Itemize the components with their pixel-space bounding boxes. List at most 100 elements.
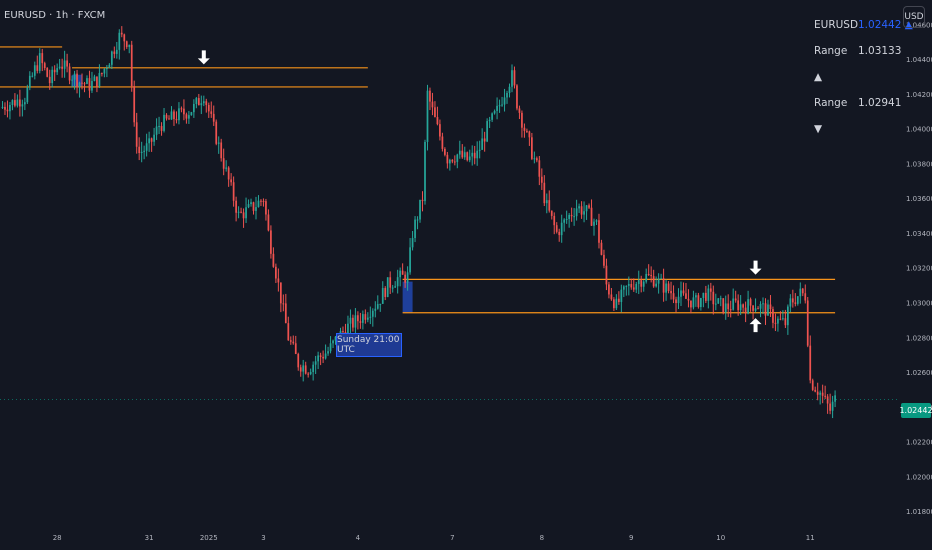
candle-body-87: [217, 142, 220, 144]
candle-body-318: [791, 298, 794, 303]
candle-body-310: [772, 309, 774, 323]
candle-body-246: [613, 299, 615, 309]
candle-body-299: [744, 307, 747, 314]
candle-body-178: [444, 148, 446, 155]
candle-body-79: [197, 98, 200, 106]
candle-body-109: [272, 253, 275, 267]
candle-body-84: [210, 111, 213, 114]
candle-body-159: [396, 277, 399, 287]
candle-body-258: [642, 281, 645, 287]
candle-body-14: [36, 65, 39, 71]
candle-body-245: [610, 294, 613, 300]
candle-body-116: [289, 340, 292, 342]
candle-body-319: [794, 302, 797, 304]
candle-body-45: [113, 51, 116, 54]
candle-body-22: [56, 68, 59, 73]
symbol-title[interactable]: EURUSD · 1h · FXCM: [4, 10, 106, 21]
candle-body-234: [583, 211, 585, 215]
candle-body-34: [86, 78, 88, 84]
candle-body-99: [247, 204, 250, 208]
candle-body-238: [593, 221, 595, 226]
candle-body-177: [441, 136, 444, 149]
x-tick-label-7: 9: [629, 534, 633, 542]
candle-body-202: [503, 97, 506, 105]
candle-body-172: [429, 90, 431, 102]
candle-body-335: [834, 395, 836, 402]
candle-body-147: [366, 317, 369, 320]
candle-body-199: [496, 105, 498, 111]
candle-body-297: [739, 304, 742, 311]
candle-body-57: [143, 150, 146, 152]
candle-body-5: [14, 100, 16, 106]
candle-body-292: [727, 303, 730, 310]
candle-body-154: [384, 288, 387, 297]
candle-body-221: [550, 210, 553, 216]
candle-body-53: [133, 86, 136, 123]
candle-body-215: [535, 158, 538, 161]
candle-body-228: [568, 214, 571, 219]
candle-body-86: [215, 121, 218, 144]
legend-range-high-value: 1.03133: [858, 45, 902, 57]
candle-body-274: [682, 290, 685, 294]
candle-body-223: [555, 225, 558, 232]
range-legend: EURUSD 1.02442 ▲ Range ▲ 1.03133 Range ▼…: [814, 12, 913, 142]
candle-body-207: [516, 85, 518, 109]
candle-body-111: [277, 278, 280, 283]
candle-body-195: [486, 121, 489, 142]
candle-body-38: [96, 76, 98, 87]
candle-body-105: [262, 200, 265, 202]
candle-body-251: [625, 285, 628, 287]
candle-body-132: [329, 343, 332, 352]
candle-body-1: [4, 106, 6, 110]
candle-body-324: [806, 300, 809, 346]
candle-body-256: [637, 280, 640, 284]
candle-body-257: [640, 280, 643, 287]
candle-body-241: [600, 242, 603, 255]
candle-body-56: [140, 151, 143, 153]
candle-body-212: [528, 131, 531, 138]
candle-body-273: [680, 290, 682, 297]
candle-body-248: [617, 298, 620, 302]
candle-body-118: [294, 343, 297, 354]
candle-body-65: [163, 114, 165, 131]
y-tick-label-6: 1.03400: [906, 230, 932, 238]
candle-body-333: [829, 403, 831, 411]
candle-body-40: [101, 73, 103, 75]
candle-body-216: [538, 160, 541, 177]
candle-body-62: [155, 126, 158, 135]
last-price-tag: 1.02442: [899, 403, 932, 418]
candle-body-225: [560, 222, 563, 236]
candle-body-123: [307, 373, 310, 375]
candle-body-220: [548, 200, 551, 211]
candle-body-61: [153, 134, 155, 142]
legend-symbol: EURUSD: [814, 19, 859, 31]
candle-body-326: [811, 380, 814, 390]
candle-body-33: [83, 83, 86, 85]
candle-body-6: [16, 99, 19, 106]
candle-body-191: [476, 150, 479, 159]
candle-body-49: [123, 34, 126, 42]
currency-button[interactable]: USD: [903, 6, 925, 28]
candle-body-329: [819, 392, 822, 395]
candle-body-32: [81, 82, 83, 84]
candle-body-89: [222, 158, 225, 169]
candle-body-305: [759, 304, 762, 309]
candle-body-230: [573, 216, 575, 218]
x-tick-label-2: 2025: [200, 534, 218, 542]
candle-body-146: [364, 314, 367, 320]
y-tick-label-12: 1.02200: [906, 439, 932, 447]
candle-body-171: [426, 90, 429, 142]
candle-body-60: [150, 138, 153, 142]
candle-body-30: [76, 73, 78, 88]
candle-body-255: [635, 283, 638, 290]
candle-body-208: [518, 108, 521, 113]
candle-body-229: [570, 214, 573, 217]
candle-body-155: [386, 277, 389, 297]
candle-body-226: [563, 219, 566, 223]
candle-body-311: [774, 322, 777, 324]
candle-body-46: [115, 49, 118, 54]
candle-body-291: [724, 303, 727, 313]
candle-body-263: [655, 283, 658, 287]
candle-body-47: [118, 32, 121, 50]
